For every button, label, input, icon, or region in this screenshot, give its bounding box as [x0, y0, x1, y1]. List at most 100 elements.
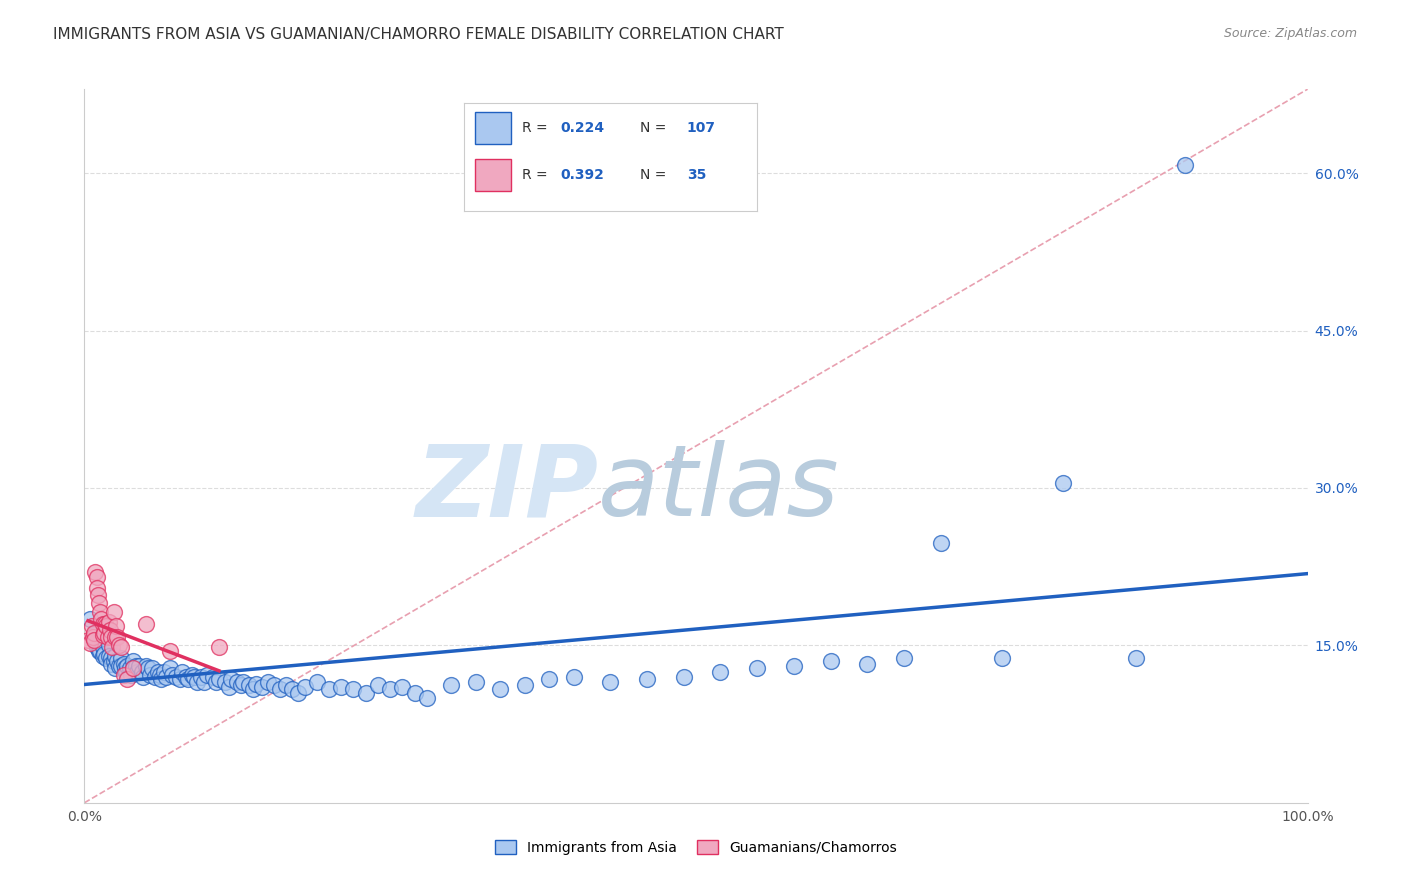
Point	[104, 661, 127, 675]
Point	[205, 675, 228, 690]
Point	[115, 665, 138, 679]
Point	[149, 667, 172, 681]
Point	[87, 588, 110, 602]
Point	[91, 640, 114, 655]
Point	[110, 659, 132, 673]
Point	[128, 659, 150, 673]
Point	[103, 605, 125, 619]
Point	[110, 640, 132, 655]
Point	[342, 682, 364, 697]
Point	[146, 665, 169, 679]
Point	[141, 661, 163, 675]
Point	[1052, 475, 1074, 490]
Text: ZIP: ZIP	[415, 441, 598, 537]
Point	[672, 670, 695, 684]
Point	[104, 630, 127, 644]
Point	[83, 628, 105, 642]
Point	[513, 678, 536, 692]
Point	[287, 685, 309, 699]
Point	[86, 581, 108, 595]
Point	[100, 630, 122, 644]
Point	[118, 661, 141, 675]
Point	[153, 665, 176, 679]
Point	[783, 659, 806, 673]
Point	[125, 665, 148, 679]
Point	[97, 615, 120, 630]
Point	[83, 625, 105, 640]
Point	[318, 682, 340, 697]
Point	[893, 651, 915, 665]
Point	[122, 661, 145, 675]
Point	[177, 672, 200, 686]
Point	[201, 670, 224, 684]
Point	[257, 675, 280, 690]
Point	[93, 625, 115, 640]
Point	[98, 623, 121, 637]
Point	[416, 690, 439, 705]
Point	[294, 681, 316, 695]
Point	[105, 654, 128, 668]
Legend: Immigrants from Asia, Guamanians/Chamorros: Immigrants from Asia, Guamanians/Chamorr…	[489, 834, 903, 860]
Point	[101, 640, 124, 655]
Point	[83, 633, 105, 648]
Point	[229, 678, 252, 692]
Point	[269, 682, 291, 697]
Point	[115, 659, 138, 673]
Point	[91, 648, 114, 663]
Point	[636, 672, 658, 686]
Point	[112, 667, 135, 681]
Point	[87, 643, 110, 657]
Point	[79, 612, 101, 626]
Point	[238, 678, 260, 692]
Point	[93, 647, 115, 661]
Point	[122, 654, 145, 668]
Point	[242, 682, 264, 697]
Point	[103, 654, 125, 668]
Point	[114, 661, 136, 675]
Point	[86, 570, 108, 584]
Point	[380, 682, 402, 697]
Point	[107, 659, 129, 673]
Point	[132, 670, 155, 684]
Point	[183, 670, 205, 684]
Point	[136, 661, 159, 675]
Point	[107, 639, 129, 653]
Point	[84, 565, 107, 579]
Point	[159, 643, 181, 657]
Point	[226, 675, 249, 690]
Point	[94, 617, 117, 632]
Point	[80, 619, 103, 633]
Point	[195, 667, 218, 681]
Point	[991, 651, 1014, 665]
Point	[155, 670, 177, 684]
Point	[87, 596, 110, 610]
Point	[89, 605, 111, 619]
Point	[856, 657, 879, 672]
Point	[391, 681, 413, 695]
Point	[276, 678, 298, 692]
Point	[165, 670, 187, 684]
Point	[159, 661, 181, 675]
Point	[281, 682, 304, 697]
Point	[172, 665, 194, 679]
Point	[122, 661, 145, 675]
Point	[250, 681, 273, 695]
Point	[219, 672, 242, 686]
Point	[79, 636, 101, 650]
Point	[135, 617, 157, 632]
Point	[104, 648, 127, 663]
Point	[169, 672, 191, 686]
Point	[208, 672, 231, 686]
Point	[354, 685, 377, 699]
Point	[190, 670, 212, 684]
Point	[174, 670, 197, 684]
Point	[112, 657, 135, 672]
Point	[91, 628, 114, 642]
Point	[77, 633, 100, 648]
Point	[131, 665, 153, 679]
Point	[89, 643, 111, 657]
Point	[214, 675, 236, 690]
Point	[143, 670, 166, 684]
Point	[330, 681, 353, 695]
Point	[1174, 158, 1197, 172]
